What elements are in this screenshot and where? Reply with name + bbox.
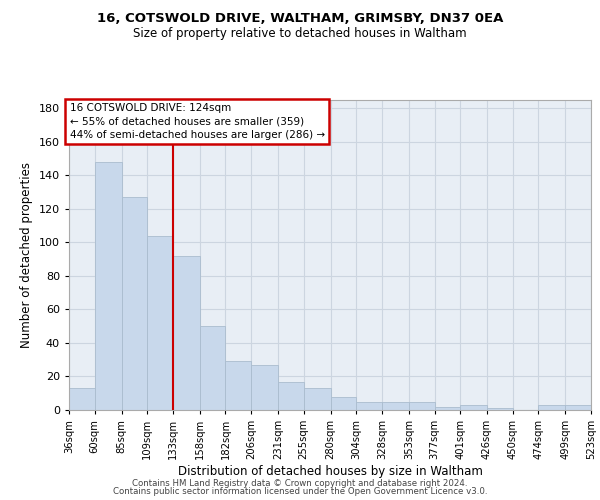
Text: Size of property relative to detached houses in Waltham: Size of property relative to detached ho… (133, 28, 467, 40)
Bar (331, 396, 356, 410)
Bar (304, 388, 331, 410)
Bar (382, 402, 409, 410)
Bar (278, 382, 304, 410)
Bar (173, 256, 200, 410)
Bar (460, 405, 487, 410)
Text: 16, COTSWOLD DRIVE, WALTHAM, GRIMSBY, DN37 0EA: 16, COTSWOLD DRIVE, WALTHAM, GRIMSBY, DN… (97, 12, 503, 26)
Y-axis label: Number of detached properties: Number of detached properties (20, 162, 33, 348)
Text: Contains public sector information licensed under the Open Government Licence v3: Contains public sector information licen… (113, 487, 487, 496)
Bar (200, 326, 226, 410)
Bar (69, 388, 95, 410)
Bar (409, 402, 434, 410)
Bar (95, 162, 122, 410)
Bar (251, 365, 278, 410)
Bar (538, 405, 565, 410)
Text: 16 COTSWOLD DRIVE: 124sqm
← 55% of detached houses are smaller (359)
44% of semi: 16 COTSWOLD DRIVE: 124sqm ← 55% of detac… (70, 104, 325, 140)
Bar (122, 197, 147, 410)
Bar (434, 406, 460, 410)
Bar (565, 405, 591, 410)
Bar (226, 362, 251, 410)
Bar (487, 408, 513, 410)
X-axis label: Distribution of detached houses by size in Waltham: Distribution of detached houses by size … (178, 465, 482, 478)
Bar (356, 402, 382, 410)
Text: Contains HM Land Registry data © Crown copyright and database right 2024.: Contains HM Land Registry data © Crown c… (132, 478, 468, 488)
Bar (147, 236, 173, 410)
